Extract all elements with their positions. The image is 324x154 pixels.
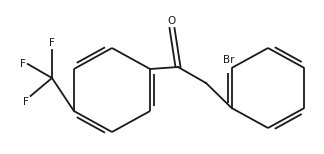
Text: F: F bbox=[49, 38, 55, 48]
Text: F: F bbox=[20, 59, 26, 69]
Text: F: F bbox=[23, 97, 29, 107]
Text: O: O bbox=[168, 16, 176, 26]
Text: Br: Br bbox=[223, 55, 234, 65]
